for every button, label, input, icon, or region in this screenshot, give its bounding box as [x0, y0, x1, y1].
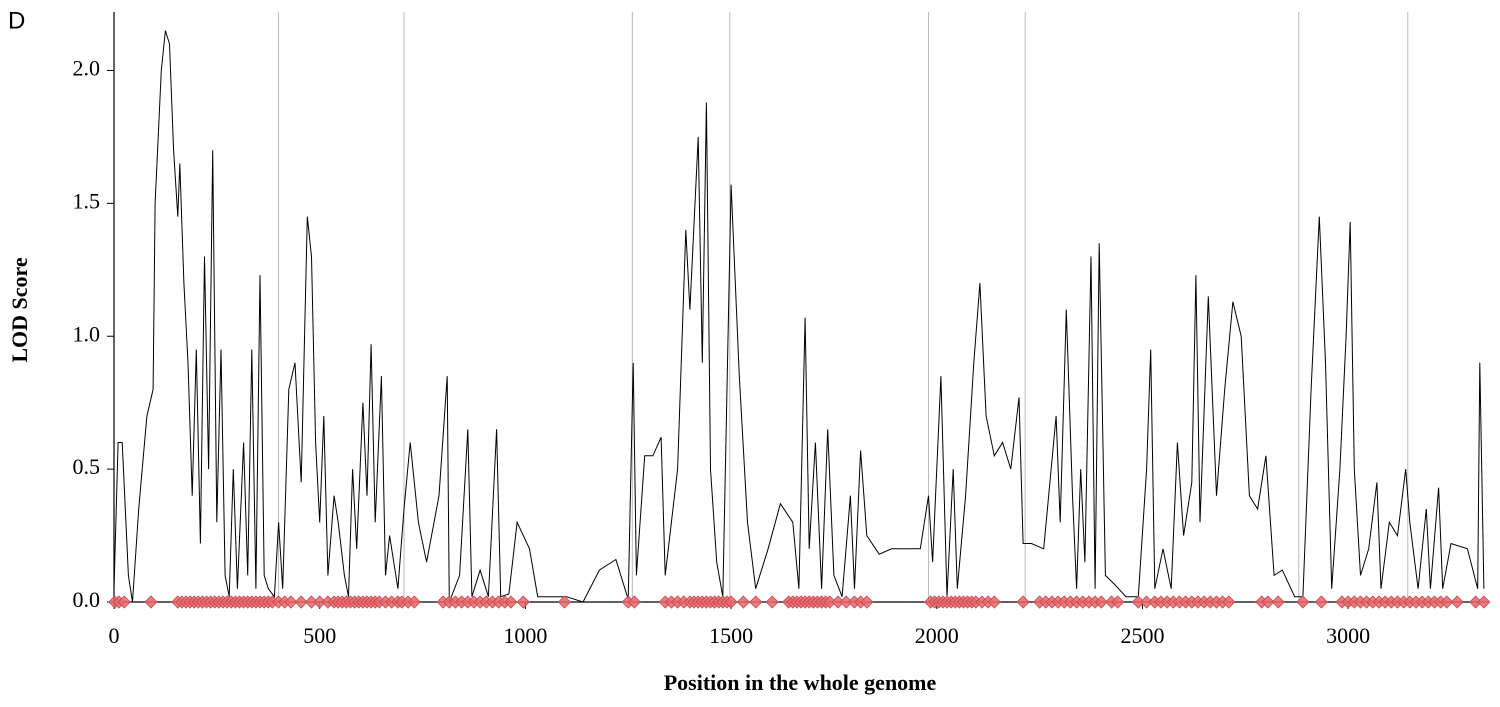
marker-diamond — [1296, 595, 1310, 609]
y-tick-label: 2.0 — [73, 56, 101, 81]
marker-diamond — [557, 595, 572, 609]
x-tick-label: 3000 — [1326, 623, 1370, 648]
y-tick-label: 0.0 — [73, 587, 101, 612]
marker-diamond — [724, 595, 738, 609]
marker-diamond — [117, 595, 131, 609]
marker-diamond — [627, 595, 641, 609]
y-axis-label: LOD Score — [7, 257, 32, 363]
marker-diamond — [144, 595, 158, 609]
x-tick-label: 1500 — [709, 623, 753, 648]
x-tick-label: 2500 — [1120, 623, 1164, 648]
marker-diamond — [1271, 595, 1285, 609]
marker-diamond — [749, 595, 763, 609]
marker-diamond — [504, 595, 518, 609]
marker-diamond — [284, 595, 298, 609]
x-tick-label: 1000 — [503, 623, 547, 648]
x-tick-label: 0 — [109, 623, 120, 648]
x-tick-label: 2000 — [915, 623, 959, 648]
marker-diamond — [736, 595, 750, 609]
panel-label: D — [8, 7, 25, 34]
marker-diamond — [1314, 595, 1328, 609]
marker-diamond — [860, 595, 874, 609]
marker-diamond — [1440, 595, 1454, 609]
marker-diamond — [987, 595, 1001, 609]
marker-diamond — [1222, 595, 1236, 609]
marker-diamond — [1016, 595, 1030, 609]
marker-diamond — [407, 595, 421, 609]
y-tick-label: 1.0 — [73, 321, 101, 346]
marker-diamond — [1450, 595, 1464, 609]
y-tick-label: 1.5 — [73, 188, 101, 213]
x-axis-label: Position in the whole genome — [664, 670, 937, 695]
y-tick-label: 0.5 — [73, 454, 101, 479]
marker-diamond — [1477, 595, 1491, 609]
marker-diamond — [1261, 595, 1275, 609]
marker-diamond — [1111, 595, 1125, 609]
marker-diamond — [294, 595, 308, 609]
lod-line — [113, 30, 1485, 603]
marker-diamond — [1094, 595, 1108, 609]
x-tick-label: 500 — [303, 623, 336, 648]
marker-diamond — [765, 595, 779, 609]
marker-diamond — [516, 595, 530, 609]
